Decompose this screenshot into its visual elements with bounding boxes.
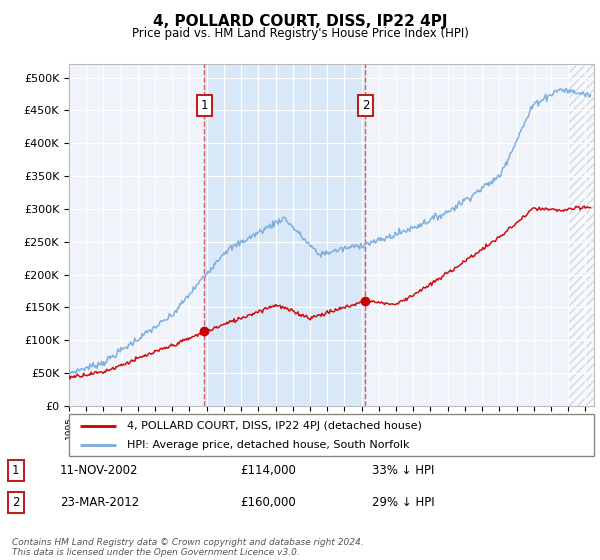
Text: 1: 1	[12, 464, 19, 477]
Text: HPI: Average price, detached house, South Norfolk: HPI: Average price, detached house, Sout…	[127, 440, 409, 450]
Text: Price paid vs. HM Land Registry's House Price Index (HPI): Price paid vs. HM Land Registry's House …	[131, 27, 469, 40]
Text: 4, POLLARD COURT, DISS, IP22 4PJ: 4, POLLARD COURT, DISS, IP22 4PJ	[153, 14, 447, 29]
Bar	[568, 64, 594, 406]
Text: 4, POLLARD COURT, DISS, IP22 4PJ (detached house): 4, POLLARD COURT, DISS, IP22 4PJ (detach…	[127, 421, 422, 431]
Bar	[205, 64, 365, 406]
FancyBboxPatch shape	[69, 414, 594, 456]
Text: 2: 2	[12, 496, 19, 509]
Text: £160,000: £160,000	[240, 496, 296, 509]
Text: 29% ↓ HPI: 29% ↓ HPI	[372, 496, 434, 509]
Text: 1: 1	[201, 99, 208, 113]
Text: 11-NOV-2002: 11-NOV-2002	[60, 464, 139, 477]
Text: £114,000: £114,000	[240, 464, 296, 477]
Text: 2: 2	[362, 99, 369, 113]
Text: 33% ↓ HPI: 33% ↓ HPI	[372, 464, 434, 477]
Text: Contains HM Land Registry data © Crown copyright and database right 2024.
This d: Contains HM Land Registry data © Crown c…	[12, 538, 364, 557]
Text: 23-MAR-2012: 23-MAR-2012	[60, 496, 139, 509]
